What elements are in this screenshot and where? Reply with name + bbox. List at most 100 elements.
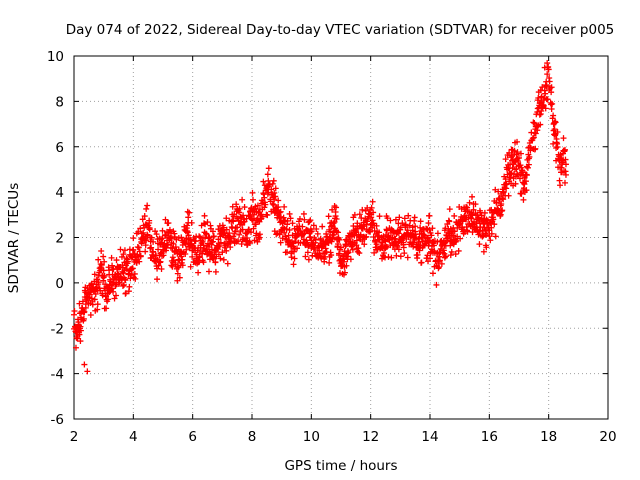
data-point [481,209,488,216]
data-point [433,281,440,288]
data-point [159,227,166,234]
data-point [497,211,504,218]
data-point [284,249,291,256]
data-point [512,180,519,187]
data-point [86,291,93,298]
data-point [143,237,150,244]
data-point [451,212,458,219]
data-point [436,257,443,264]
data-point [546,78,553,85]
data-point [482,231,489,238]
data-point [100,253,107,260]
data-point [560,135,567,142]
data-point [272,193,279,200]
data-point [401,215,408,222]
data-point [172,260,179,267]
data-point [154,276,161,283]
data-point [204,219,211,226]
grid-lines [74,56,608,419]
data-point [269,180,276,187]
data-point [114,270,121,277]
data-point [121,247,128,254]
data-point [505,192,512,199]
data-point [79,298,86,305]
data-point [250,225,257,232]
data-point [411,214,418,221]
data-point [223,226,230,233]
data-point [321,258,328,265]
data-point [290,261,297,268]
data-point [81,308,88,315]
data-point [265,189,272,196]
data-point [550,112,557,119]
data-point [336,252,343,259]
data-point [310,222,317,229]
data-point [551,126,558,133]
y-tick-label: -4 [51,367,64,383]
data-point [227,244,234,251]
data-point [335,229,342,236]
data-point [169,254,176,261]
data-point [500,196,507,203]
data-point [265,165,272,172]
x-axis-label: GPS time / hours [284,458,397,474]
data-point [314,230,321,237]
data-point [248,229,255,236]
data-point [195,269,202,276]
data-point [455,247,462,254]
data-point [216,243,223,250]
data-point [483,244,490,251]
data-point [542,90,549,97]
data-point [516,154,522,161]
data-point [493,199,500,206]
x-tick-label: 20 [599,429,616,445]
data-point [241,204,248,211]
data-point [335,240,342,247]
data-point [260,178,267,185]
data-point [500,188,507,195]
data-point [507,174,514,181]
data-point [233,201,240,208]
data-point [136,258,143,265]
data-point [531,120,538,127]
data-point [300,210,307,217]
data-point [307,217,314,224]
data-point [212,259,219,266]
data-point [319,223,326,230]
x-tick-label: 12 [362,429,379,445]
data-point [470,206,477,213]
data-point [552,119,559,126]
data-point [476,241,483,248]
data-point [517,150,524,157]
data-point [446,218,453,225]
data-point [286,227,293,234]
data-point [230,233,237,240]
data-point [333,216,340,223]
data-point [214,246,221,253]
data-point [562,171,569,178]
data-point [381,249,388,256]
data-point [136,248,143,255]
data-point [254,202,261,209]
data-point [289,220,296,227]
data-point [106,267,113,274]
data-point [525,161,532,168]
data-point [296,215,303,222]
data-point [287,215,294,222]
data-point [387,217,394,224]
data-point [370,209,377,216]
data-point [345,249,352,256]
data-point [224,260,231,267]
data-point [388,254,395,261]
data-point [304,239,311,246]
data-point [511,147,518,154]
data-point [209,228,216,235]
x-tick-label: 6 [188,429,197,445]
data-point [538,108,545,115]
data-point [537,121,544,128]
data-point [532,130,539,137]
data-point [264,171,271,178]
data-point [329,206,336,213]
data-point [369,198,376,205]
